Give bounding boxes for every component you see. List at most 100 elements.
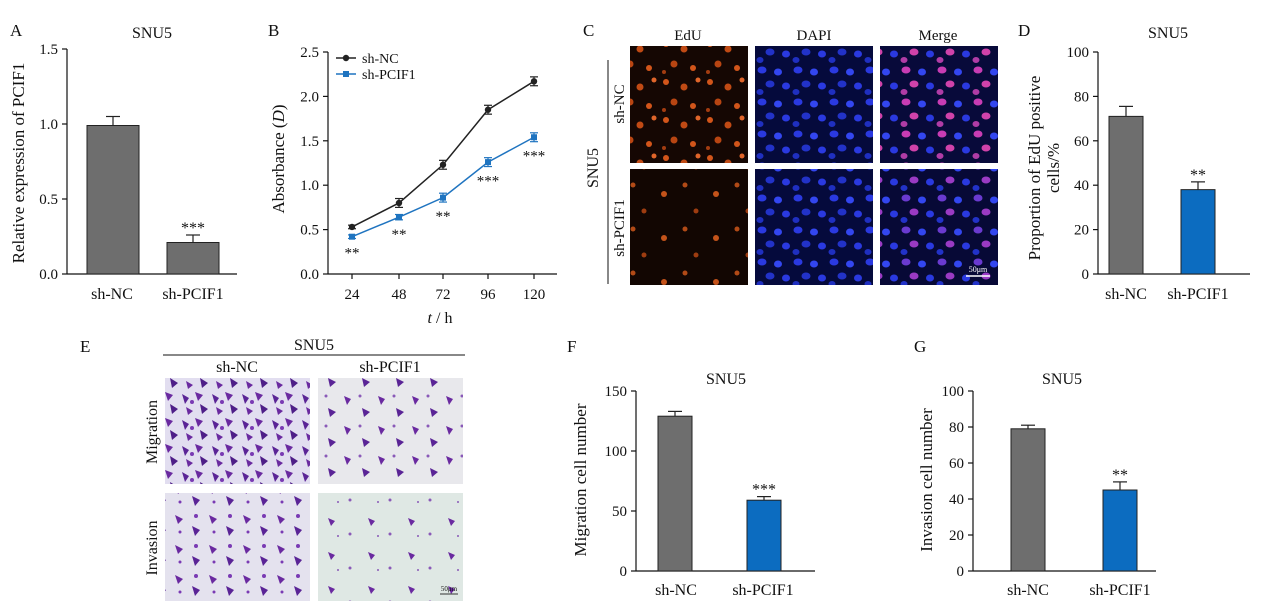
significance-label: *** (477, 174, 500, 190)
panel-b-legend: sh-NC sh-PCIF1 (336, 52, 416, 83)
micrograph-edu-sh-nc (630, 46, 748, 163)
panel-letter-e: E (80, 337, 90, 356)
micrograph-migration-sh-nc (165, 378, 310, 484)
y-tick-label: 1.5 (39, 42, 58, 58)
y-tick-label: 40 (949, 492, 964, 508)
bar (86, 125, 140, 275)
panel-a-ylabel: Relative expression of PCIF1 (9, 63, 28, 264)
panel-g-cat-label: sh-NC (1007, 582, 1049, 599)
y-tick-label: 40 (1074, 178, 1089, 194)
y-tick-label: 100 (1067, 45, 1090, 61)
y-tick-label: 1.0 (300, 178, 319, 194)
panel-g: G SNU5 Invasion cell number 0 20 40 60 80 100… (914, 337, 1156, 599)
y-tick-label: 20 (1074, 223, 1089, 239)
y-tick-label: 0 (620, 564, 628, 580)
y-tick-label: 0.5 (300, 223, 319, 239)
panel-c-row-label-sh-pcif1: sh-PCIF1 (612, 199, 628, 257)
legend-label-sh-pcif1: sh-PCIF1 (362, 68, 416, 83)
y-tick-label: 100 (605, 444, 628, 460)
micrograph-dapi-sh-nc (755, 46, 873, 163)
y-tick-label: 100 (942, 384, 965, 400)
panel-d-cat-label: sh-PCIF1 (1167, 286, 1228, 303)
significance-label: *** (752, 482, 776, 499)
legend-marker-sh-nc (342, 54, 350, 62)
panel-d-ylabel: Proportion of EdU positivecells/% (1025, 76, 1063, 261)
panel-e-col-label-sh-nc: sh-NC (216, 359, 258, 376)
panel-c: C EdU DAPI Merge SNU5 sh-NC sh-PCIF1 50μ… (583, 21, 998, 285)
micrograph-invasion-sh-nc (165, 493, 310, 601)
data-point (348, 223, 356, 231)
panel-letter-c: C (583, 21, 594, 40)
panel-a-cat-label: sh-NC (91, 286, 133, 303)
bar (746, 499, 782, 572)
significance-label: ** (1190, 167, 1206, 184)
panel-c-col-label-merge: Merge (919, 28, 958, 44)
bar (657, 415, 693, 572)
significance-label: ** (392, 227, 407, 243)
bar (1102, 489, 1138, 572)
legend-label-sh-nc: sh-NC (362, 52, 399, 67)
panel-letter-d: D (1018, 21, 1030, 40)
x-tick-label: 72 (436, 287, 451, 303)
y-tick-label: 0.0 (39, 267, 58, 283)
panel-f-cat-label: sh-NC (655, 582, 697, 599)
y-tick-label: 80 (1074, 89, 1089, 105)
y-tick-label: 20 (949, 528, 964, 544)
y-tick-label: 0.0 (300, 267, 319, 283)
data-point (440, 194, 446, 201)
y-tick-label: 50 (612, 504, 627, 520)
panel-f: F SNU5 Migration cell number 0 50 100 150 *… (567, 337, 815, 599)
panel-g-ylabel: Invasion cell number (917, 408, 936, 552)
panel-a-title: SNU5 (132, 25, 172, 42)
panel-b-ylabel: Absorbance (D) (269, 104, 288, 213)
panel-d-ylabel-line1: Proportion of EdU positive (1025, 76, 1044, 261)
significance-label: *** (523, 149, 546, 165)
data-point (349, 233, 355, 240)
data-point (396, 214, 402, 221)
panel-f-title: SNU5 (706, 371, 746, 388)
panel-d-ylabel-line2: cells/% (1044, 143, 1063, 193)
panel-letter-g: G (914, 337, 926, 356)
data-point (439, 161, 447, 168)
panel-d-title: SNU5 (1148, 25, 1188, 42)
data-point (395, 199, 403, 207)
micrograph-invasion-sh-pcif1 (318, 493, 463, 601)
significance-label: ** (436, 209, 451, 225)
panel-letter-f: F (567, 337, 576, 356)
micrograph-merge-sh-pcif1 (880, 169, 998, 285)
panel-c-col-label-dapi: DAPI (796, 28, 831, 44)
scale-bar-label: 50μm (441, 585, 458, 593)
panel-g-title: SNU5 (1042, 371, 1082, 388)
panel-e: E SNU5 sh-NC sh-PCIF1 Migration Invasion… (80, 337, 465, 601)
panel-a: A SNU5 Relative expression of PCIF1 0.0 0… (9, 21, 237, 303)
significance-label: *** (181, 220, 205, 237)
x-tick-label: 96 (481, 287, 497, 303)
panel-f-ylabel: Migration cell number (571, 403, 590, 556)
panel-g-cat-label: sh-PCIF1 (1089, 582, 1150, 599)
y-tick-label: 1.0 (39, 117, 58, 133)
y-tick-label: 0.5 (39, 192, 58, 208)
y-tick-label: 2.5 (300, 45, 319, 61)
panel-letter-b: B (268, 21, 279, 40)
series-line-sh-nc (351, 80, 535, 228)
panel-e-col-label-sh-pcif1: sh-PCIF1 (359, 359, 420, 376)
y-tick-label: 60 (1074, 134, 1089, 150)
data-point (485, 159, 491, 166)
panel-letter-a: A (10, 21, 23, 40)
bar (1108, 115, 1144, 275)
significance-label: ** (1112, 467, 1128, 484)
y-tick-label: 80 (949, 420, 964, 436)
y-tick-label: 150 (605, 384, 628, 400)
y-tick-label: 2.0 (300, 89, 319, 105)
data-point (484, 106, 492, 113)
panel-d-cat-label: sh-NC (1105, 286, 1147, 303)
x-tick-label: 120 (523, 287, 546, 303)
legend-marker-sh-pcif1 (343, 71, 349, 77)
micrograph-migration-sh-pcif1 (318, 378, 463, 484)
y-tick-label: 1.5 (300, 134, 319, 150)
panel-b: B Absorbance (D) 0.0 0.5 1.0 1.5 2.0 2.5 24 48 7… (268, 21, 557, 327)
bar (1180, 189, 1216, 275)
y-tick-label: 60 (949, 456, 964, 472)
scale-bar-label: 50μm (969, 265, 988, 274)
